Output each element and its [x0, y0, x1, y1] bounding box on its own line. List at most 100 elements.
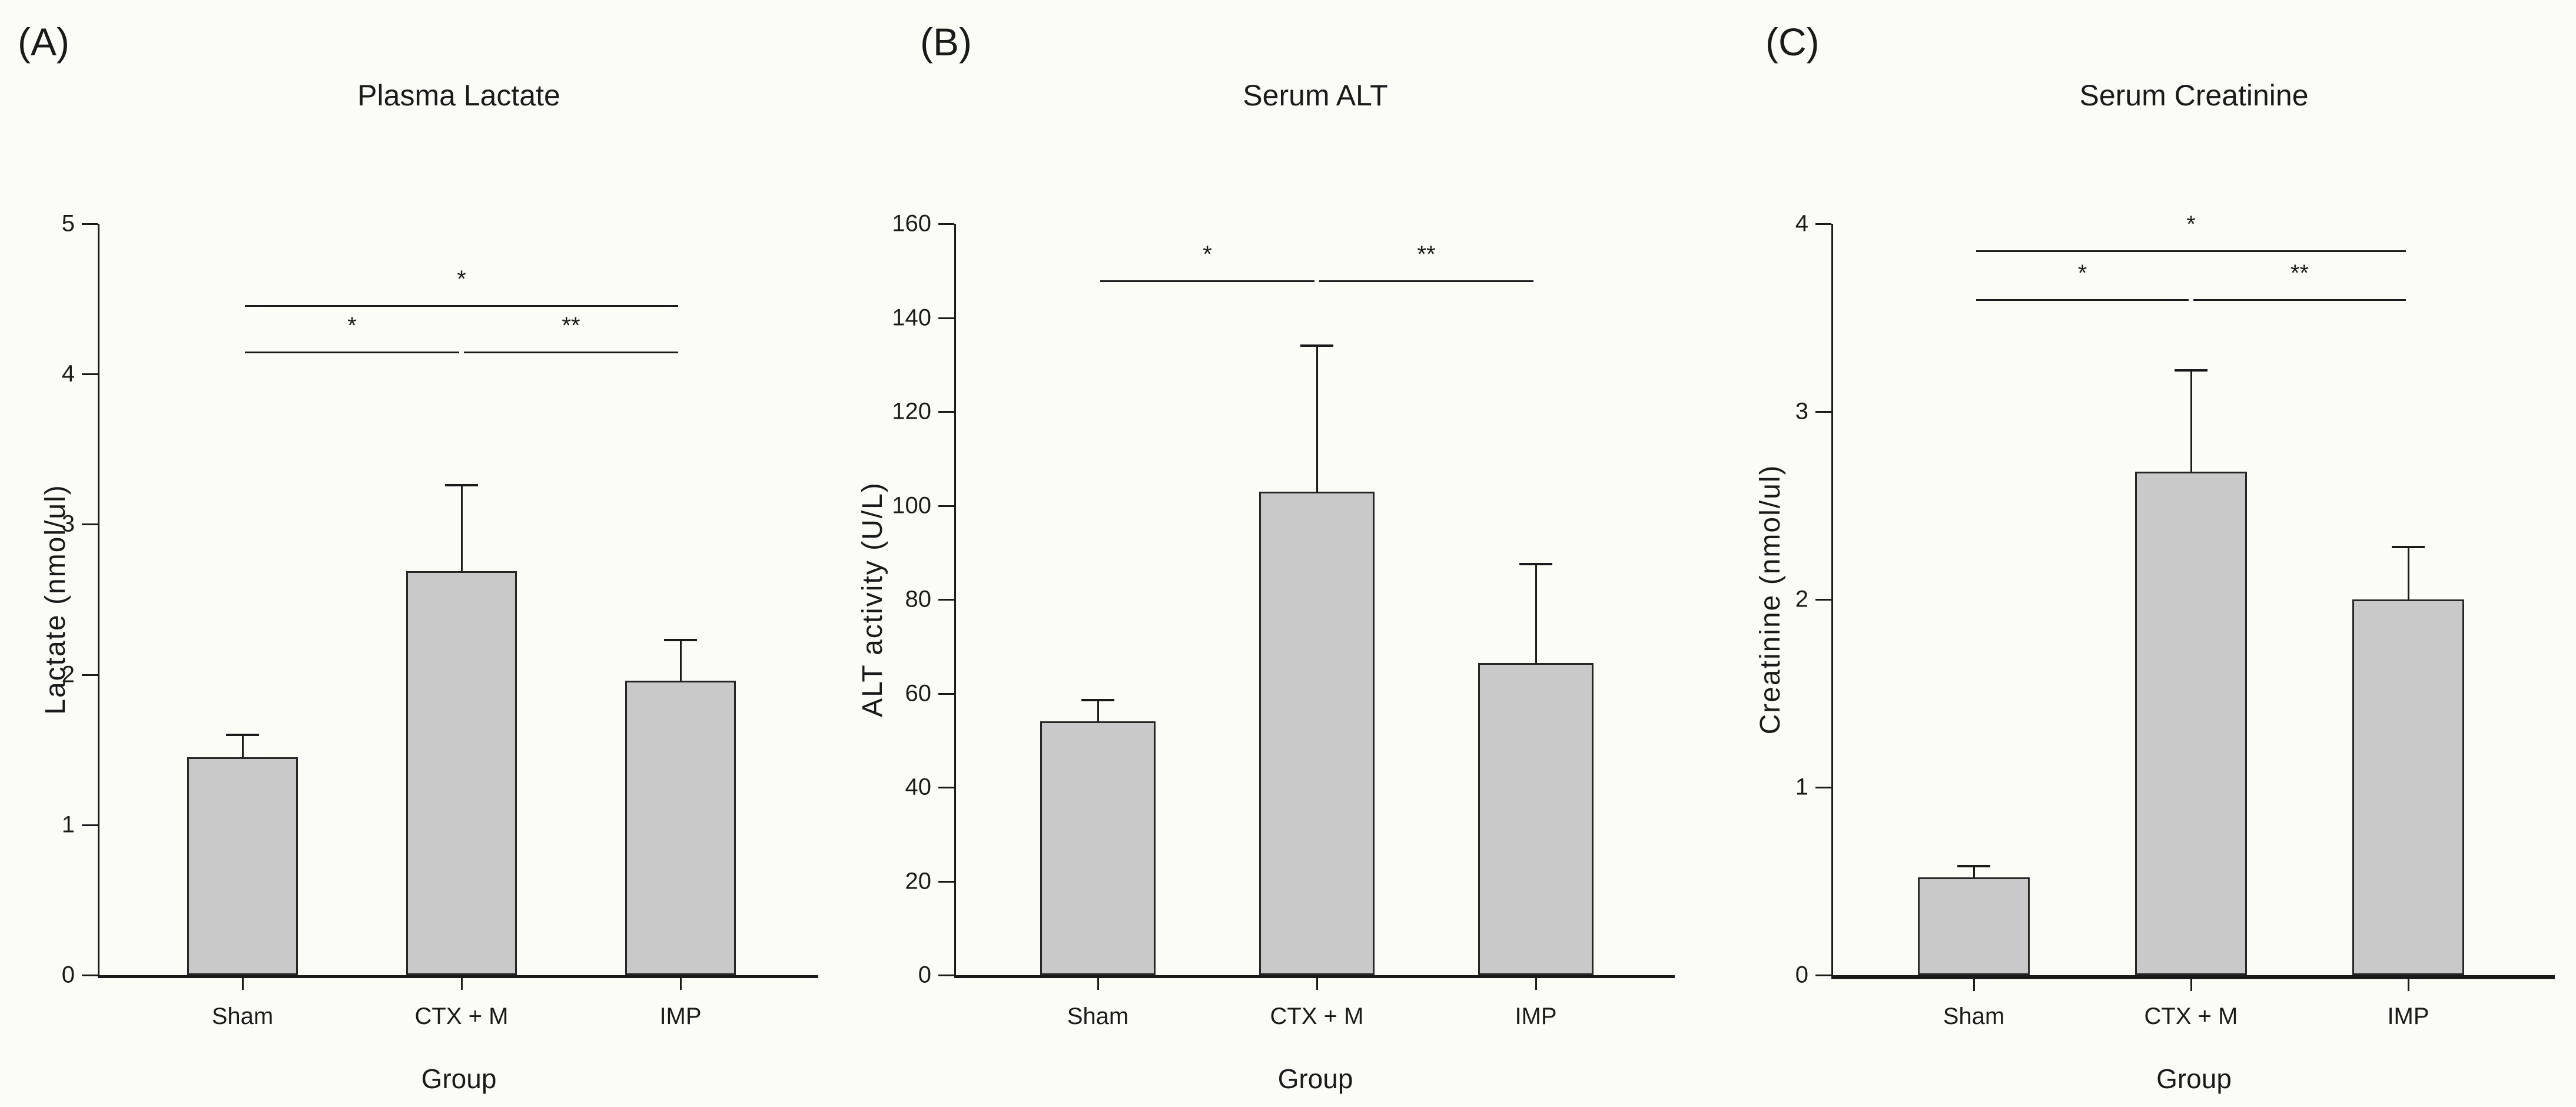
sig-star: *: [1203, 241, 1212, 267]
y-tick-label: 120: [892, 398, 931, 425]
x-tick-mark: [460, 978, 463, 990]
sig-bracket-line: [1976, 299, 2189, 301]
y-tick-label: 20: [905, 868, 932, 894]
sig-star: *: [347, 312, 357, 339]
bar-imp: [2352, 599, 2464, 975]
bar-imp: [1478, 662, 1594, 975]
error-bar-cap: [1300, 344, 1333, 347]
y-tick-label: 40: [905, 774, 932, 800]
bar-sham: [1918, 877, 2030, 975]
x-axis-line: [98, 975, 818, 978]
y-tick-label: 60: [905, 680, 932, 706]
y-axis-line: [98, 224, 99, 975]
error-bar-cap: [445, 484, 478, 487]
y-tick-mark: [82, 975, 98, 976]
y-axis-line: [1831, 224, 1833, 975]
x-category-label-ctx-m: CTX + M: [1270, 1003, 1364, 1029]
sig-bracket-line: [1976, 250, 2406, 252]
y-tick-mark: [938, 317, 954, 319]
y-axis-line: [954, 224, 956, 975]
bar-sham: [187, 757, 298, 975]
error-bar-stem: [2407, 546, 2409, 599]
y-tick-mark: [938, 880, 954, 883]
y-tick-mark: [1815, 599, 1831, 601]
y-tick-mark: [82, 373, 98, 376]
error-bar-stem: [679, 639, 682, 681]
y-tick-label: 3: [1795, 398, 1808, 425]
sig-star: **: [2290, 260, 2309, 286]
x-tick-mark: [2407, 979, 2409, 991]
y-tick-mark: [938, 975, 954, 976]
x-tick-mark: [241, 978, 244, 990]
error-bar-stem: [460, 485, 463, 571]
x-axis-title: Group: [1277, 1063, 1353, 1094]
error-bar-stem: [1535, 564, 1537, 663]
x-category-label-ctx-m: CTX + M: [2144, 1003, 2238, 1029]
x-tick-mark: [1535, 978, 1537, 990]
error-bar-stem: [1973, 866, 1975, 878]
sig-star: *: [2077, 260, 2087, 286]
x-category-label-imp: IMP: [2387, 1003, 2429, 1029]
bar-imp: [625, 680, 736, 975]
chart-title: Serum ALT: [1243, 79, 1388, 112]
sig-star: *: [457, 266, 466, 292]
x-tick-mark: [1097, 978, 1099, 990]
sig-bracket-line: [2193, 299, 2406, 301]
x-category-label-ctx-m: CTX + M: [414, 1003, 509, 1029]
y-tick-mark: [938, 599, 954, 601]
sig-bracket-line: [245, 304, 678, 307]
error-bar-cap: [2392, 545, 2425, 548]
y-tick-mark: [1815, 223, 1831, 225]
y-tick-label: 4: [1795, 210, 1808, 237]
panel-letter: (A): [18, 20, 69, 64]
x-tick-mark: [1316, 978, 1318, 990]
y-tick-label: 80: [905, 586, 932, 612]
sig-bracket-line: [1319, 280, 1533, 282]
x-category-label-imp: IMP: [659, 1003, 702, 1029]
y-tick-label: 0: [918, 962, 931, 988]
y-tick-label: 0: [1795, 962, 1808, 988]
y-tick-label: 100: [892, 492, 931, 518]
bar-ctx-m: [2135, 472, 2247, 975]
y-tick-mark: [938, 692, 954, 695]
y-tick-label: 1: [1795, 774, 1808, 800]
y-tick-mark: [1815, 975, 1831, 976]
x-category-label-imp: IMP: [1515, 1003, 1557, 1029]
sig-bracket-line: [464, 351, 678, 353]
error-bar-cap: [226, 733, 259, 736]
y-tick-label: 2: [1795, 586, 1808, 612]
x-axis-line: [1831, 975, 2555, 979]
y-tick-label: 2: [61, 661, 75, 688]
x-tick-mark: [2190, 979, 2192, 991]
x-category-label-sham: Sham: [1067, 1003, 1129, 1029]
y-tick-mark: [82, 223, 98, 225]
error-bar-cap: [664, 638, 697, 641]
x-category-label-sham: Sham: [211, 1003, 274, 1029]
bar-sham: [1040, 721, 1156, 975]
y-tick-mark: [82, 824, 98, 826]
x-tick-mark: [1973, 979, 1975, 991]
panel-letter: (C): [1765, 20, 1820, 64]
y-tick-label: 4: [61, 360, 75, 387]
y-tick-mark: [938, 223, 954, 225]
sig-star: *: [2186, 211, 2196, 237]
x-axis-title: Group: [421, 1063, 497, 1094]
x-axis-line: [954, 975, 1675, 978]
error-bar-stem: [241, 734, 244, 757]
sig-bracket-line: [1100, 280, 1314, 282]
y-tick-label: 3: [61, 511, 75, 537]
error-bar-cap: [2175, 369, 2207, 372]
y-tick-label: 160: [892, 210, 931, 237]
chart-title: Serum Creatinine: [2079, 79, 2309, 112]
sig-star: **: [1417, 241, 1436, 267]
y-tick-label: 1: [61, 811, 75, 838]
bar-ctx-m: [406, 571, 517, 975]
x-tick-mark: [679, 978, 682, 990]
bar-ctx-m: [1259, 491, 1375, 975]
panel-letter: (B): [920, 20, 972, 64]
y-tick-mark: [82, 674, 98, 676]
